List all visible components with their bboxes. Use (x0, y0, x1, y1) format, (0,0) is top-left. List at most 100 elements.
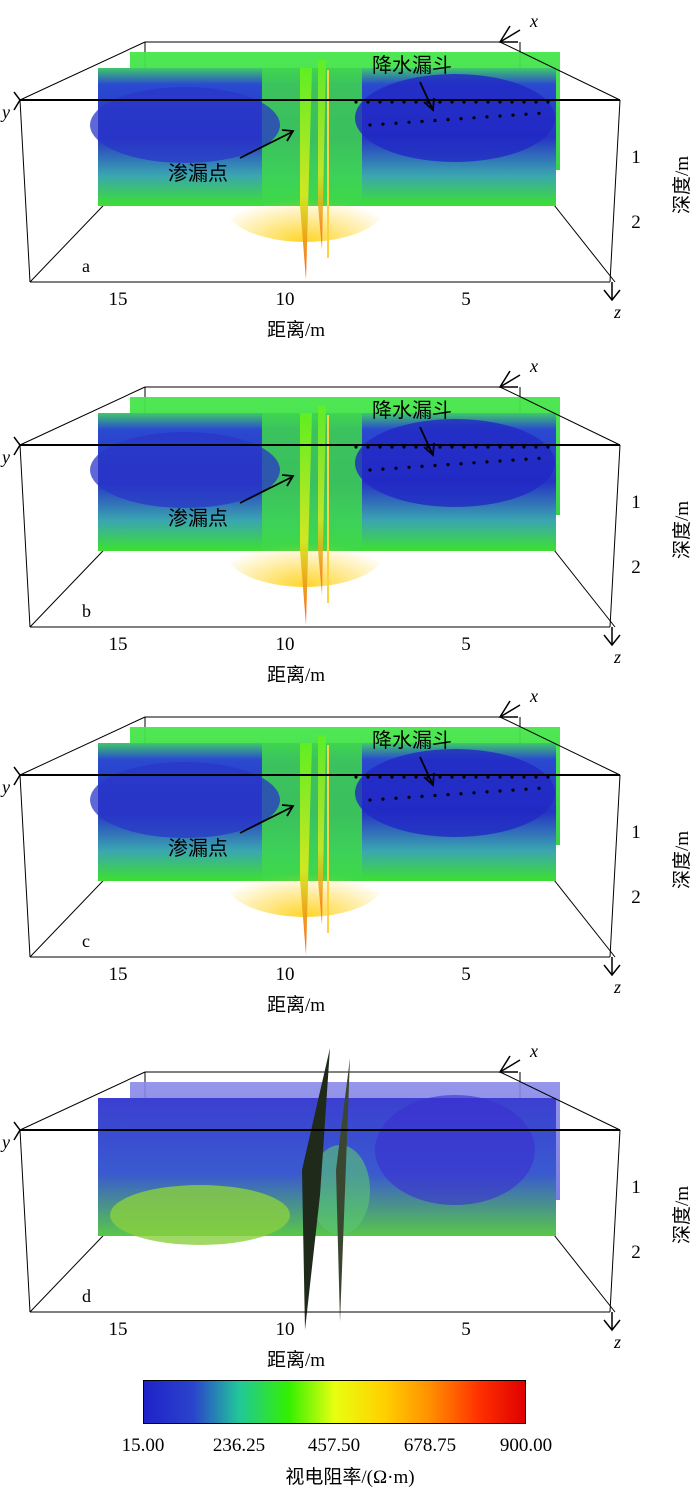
y-axis-arrowhead (13, 436, 21, 456)
x-axis-arrow (499, 374, 521, 388)
x-axis-label: x (529, 356, 538, 376)
leak-plane (336, 1058, 350, 1322)
x-axis-arrowhead (498, 370, 518, 388)
leak-annotation: 渗漏点 (168, 507, 228, 530)
funnel-dot (450, 445, 454, 449)
lobe-left (90, 432, 280, 508)
z-axis-arrowhead (603, 289, 621, 302)
x-tick-label: 10 (276, 634, 295, 655)
funnel-dot (546, 445, 550, 449)
funnel-dot (378, 775, 382, 779)
funnel-dot (414, 445, 418, 449)
z-axis-arrowhead (603, 964, 621, 977)
funnel-dot (462, 445, 466, 449)
funnel-dot (472, 461, 476, 465)
lobe-right (355, 74, 555, 162)
z-axis-arrowhead (603, 634, 621, 647)
depth-tick-label: 2 (631, 1242, 641, 1263)
funnel-dot (381, 467, 385, 471)
funnel-arrowhead (423, 442, 435, 457)
funnel-dot (510, 100, 514, 104)
funnel-dot (511, 113, 515, 117)
leak-plane (300, 68, 312, 280)
funnel-annotation: 降水漏斗 (372, 54, 452, 77)
x-axis-arrow (499, 1059, 521, 1073)
panel-svg: x y z 15 10 5 距离/m 1 2 深度/m d (0, 1041, 693, 1371)
x-tick-label: 15 (109, 1319, 128, 1340)
depth-tick-label: 2 (631, 212, 641, 233)
depth-axis-title: 深度/m (671, 156, 693, 214)
z-axis-label: z (613, 1332, 621, 1352)
depth-tick-label: 1 (631, 147, 641, 168)
leak-annotation: 渗漏点 (168, 162, 228, 185)
box-edge (19, 716, 146, 776)
funnel-dot (537, 786, 541, 790)
funnel-dot (485, 115, 489, 119)
box-edge (19, 41, 146, 101)
panel-label: d (82, 1286, 91, 1306)
leak-plane (302, 1048, 330, 1330)
panel-c: x y z 15 10 5 距离/m 1 2 深度/m c 降水漏斗 渗漏点 (0, 675, 700, 1020)
colorbar-title: 视电阻率/(Ω·m) (285, 1467, 415, 1488)
leak-plane (318, 60, 326, 250)
lobe-right (375, 1095, 535, 1205)
funnel-dot (498, 114, 502, 118)
funnel-dot (420, 119, 424, 123)
funnel-dot (420, 794, 424, 798)
depth-tick-label: 2 (631, 557, 641, 578)
x-axis-title: 距离/m (267, 1349, 325, 1371)
colorbar-tick: 457.50 (307, 1435, 361, 1456)
funnel-dot (433, 463, 437, 468)
y-axis-label: y (0, 1132, 10, 1152)
box-edge (499, 386, 621, 446)
x-axis-title: 距离/m (267, 664, 325, 686)
funnel-dot (524, 112, 528, 116)
funnel-dot (462, 775, 466, 779)
funnel-dot (394, 121, 398, 125)
funnel-dot (474, 100, 478, 104)
y-axis-arrowhead (13, 766, 21, 786)
funnel-dot (450, 775, 454, 779)
x-axis-arrowhead (498, 700, 518, 718)
panel-label: c (82, 931, 90, 951)
depth-axis-title: 深度/m (671, 1186, 693, 1244)
funnel-arrowhead (423, 772, 435, 787)
lobe-left (90, 87, 280, 163)
funnel-dot (438, 445, 442, 449)
x-tick-label: 15 (109, 634, 128, 655)
funnel-dot (354, 445, 358, 449)
leak-plane (300, 413, 312, 625)
funnel-dot (498, 445, 502, 449)
z-axis-label: z (613, 302, 621, 322)
funnel-dot (474, 445, 478, 449)
x-axis-arrowhead (498, 25, 518, 43)
funnel-dot (390, 100, 394, 104)
leak-arrow (239, 131, 293, 159)
leak-arrowhead (281, 474, 295, 487)
x-tick-label: 10 (276, 964, 295, 985)
funnel-dot (522, 775, 526, 779)
funnel-dot (390, 775, 394, 779)
funnel-dot (394, 796, 398, 800)
funnel-dot (407, 465, 411, 469)
funnel-dot (534, 100, 538, 104)
depth-axis-title: 深度/m (671, 501, 693, 559)
depth-axis-title: 深度/m (671, 831, 693, 889)
funnel-dot (438, 100, 442, 104)
funnel-dot (459, 462, 463, 466)
leak-plane (318, 405, 326, 595)
lobe-right (355, 419, 555, 507)
funnel-dot (390, 445, 394, 449)
x-axis-arrowhead (498, 1055, 518, 1073)
box-edge (499, 1071, 621, 1131)
x-axis-title: 距离/m (267, 994, 325, 1016)
x-tick-label: 10 (276, 289, 295, 310)
colorbar-gradient (143, 1380, 526, 1424)
funnel-dot (474, 775, 478, 779)
funnel-dot (394, 466, 398, 470)
box-edge (19, 386, 146, 446)
funnel-dot (498, 775, 502, 779)
funnel-dot (485, 790, 489, 794)
funnel-dot (459, 117, 463, 121)
